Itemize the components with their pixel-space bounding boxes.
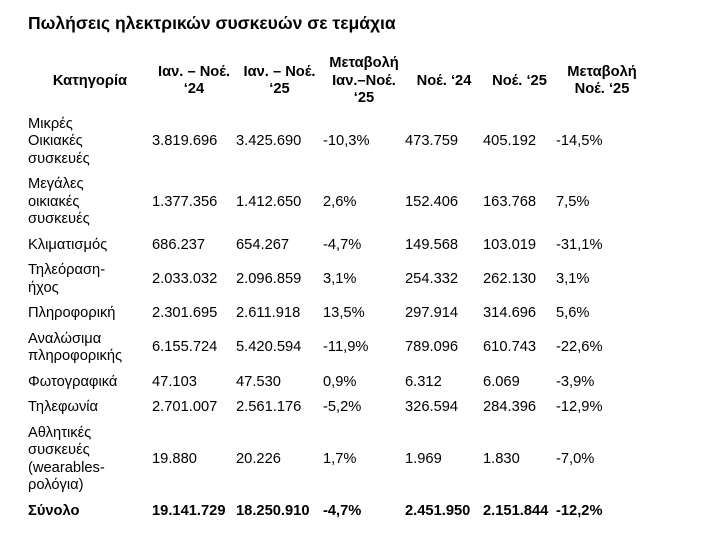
category-cell: Αναλώσιμα πληροφορικής xyxy=(28,330,123,365)
table-row-small-domestic: Μικρές Οικιακές συσκευές 3.819.696 3.425… xyxy=(28,112,648,173)
page-title: Πωλήσεις ηλεκτρικών συσκευών σε τεμάχια xyxy=(28,13,396,33)
category-cell: Μεγάλες οικιακές συσκευές xyxy=(28,176,90,227)
value-cell: 7,5% xyxy=(556,193,590,210)
value-cell: 2.611.918 xyxy=(236,305,301,321)
value-cell: -11,9% xyxy=(323,339,369,356)
header-cell-jan-nov-24: Ιαν. – Νοέ. ‘24 xyxy=(158,63,230,98)
value-cell: 0,9% xyxy=(323,373,357,390)
category-cell: Τηλεφωνία xyxy=(28,399,99,415)
value-cell: 2.301.695 xyxy=(152,305,218,321)
value-cell: 284.396 xyxy=(483,399,537,415)
header-row: Κατηγορία Ιαν. – Νοέ. ‘24 Ιαν. – Νοέ. ‘2… xyxy=(28,51,648,112)
value-cell: 2.561.176 xyxy=(236,399,302,415)
value-cell: 262.130 xyxy=(483,270,537,287)
sales-table: Κατηγορία Ιαν. – Νοέ. ‘24 Ιαν. – Νοέ. ‘2… xyxy=(28,51,648,524)
category-cell: Μικρές Οικιακές συσκευές xyxy=(28,115,90,167)
total-value-cell: 18.250.910 xyxy=(236,502,310,519)
table-row-it: Πληροφορική 2.301.695 2.611.918 13,5% 29… xyxy=(28,301,648,327)
value-cell: 47.530 xyxy=(236,373,281,390)
value-cell: -7,0% xyxy=(556,450,595,467)
value-cell: -4,7% xyxy=(323,236,362,253)
value-cell: 5.420.594 xyxy=(236,339,302,356)
value-cell: 405.192 xyxy=(483,133,537,149)
value-cell: -14,5% xyxy=(556,133,603,149)
value-cell: 314.696 xyxy=(483,305,537,321)
value-cell: -3,9% xyxy=(556,373,595,390)
value-cell: 686.237 xyxy=(152,236,206,253)
value-cell: 163.768 xyxy=(483,193,537,210)
value-cell: 1.377.356 xyxy=(152,193,218,210)
header-cell-change-nov: Μεταβολή Νοέ. ‘25 xyxy=(567,63,637,98)
total-value-cell: 19.141.729 xyxy=(152,502,226,519)
value-cell: 1.412.650 xyxy=(236,193,302,210)
value-cell: 789.096 xyxy=(405,339,459,356)
header-cell-category: Κατηγορία xyxy=(52,72,128,89)
value-cell: -31,1% xyxy=(556,236,603,253)
value-cell: 2.701.007 xyxy=(152,399,218,415)
value-cell: 20.226 xyxy=(236,450,281,467)
value-cell: 19.880 xyxy=(152,450,197,467)
value-cell: 6.312 xyxy=(405,373,442,390)
total-value-cell: -12,2% xyxy=(556,502,603,519)
value-cell: 326.594 xyxy=(405,399,459,415)
table-row-sports-wearables: Αθλητικές συσκευές (wearables- ρολόγια) … xyxy=(28,421,648,499)
table-row-photography: Φωτογραφικά 47.103 47.530 0,9% 6.312 6.0… xyxy=(28,370,648,396)
table-row-telephony: Τηλεφωνία 2.701.007 2.561.176 -5,2% 326.… xyxy=(28,395,648,421)
header-cell-nov-25: Νοέ. ‘25 xyxy=(492,72,547,89)
value-cell: 103.019 xyxy=(483,236,537,253)
value-cell: -12,9% xyxy=(556,399,603,415)
value-cell: 3.425.690 xyxy=(236,133,302,149)
header-cell-change-jan-nov: Μεταβολή Ιαν.–Νοέ. ‘25 xyxy=(329,55,399,106)
total-value-cell: 2.451.950 xyxy=(405,502,471,519)
value-cell: 2,6% xyxy=(323,193,357,210)
category-cell: Κλιματισμός xyxy=(28,236,108,253)
total-row: Σύνολο 19.141.729 18.250.910 -4,7% 2.451… xyxy=(28,499,648,525)
value-cell: 149.568 xyxy=(405,236,459,253)
value-cell: 297.914 xyxy=(405,305,459,321)
value-cell: 2.033.032 xyxy=(152,270,218,287)
category-cell: Τηλεόραση- ήχος xyxy=(28,262,106,296)
value-cell: 610.743 xyxy=(483,339,537,356)
category-cell: Αθλητικές συσκευές (wearables- ρολόγια) xyxy=(28,424,105,494)
value-cell: 1.830 xyxy=(483,450,520,467)
total-value-cell: 2.151.844 xyxy=(483,502,549,519)
category-cell: Πληροφορική xyxy=(28,305,116,321)
value-cell: 3,1% xyxy=(556,270,590,287)
total-value-cell: -4,7% xyxy=(323,502,362,519)
table-row-large-domestic: Μεγάλες οικιακές συσκευές 1.377.356 1.41… xyxy=(28,172,648,233)
value-cell: -5,2% xyxy=(323,399,362,415)
category-cell: Φωτογραφικά xyxy=(28,373,118,390)
total-label-cell: Σύνολο xyxy=(28,502,80,519)
table-row-air-conditioning: Κλιματισμός 686.237 654.267 -4,7% 149.56… xyxy=(28,233,648,259)
value-cell: 2.096.859 xyxy=(236,270,302,287)
value-cell: 3.819.696 xyxy=(152,133,218,149)
value-cell: 5,6% xyxy=(556,305,590,321)
header-cell-nov-24: Νοέ. ‘24 xyxy=(416,72,472,89)
table-body: Μικρές Οικιακές συσκευές 3.819.696 3.425… xyxy=(28,112,648,525)
value-cell: 6.155.724 xyxy=(152,339,218,356)
value-cell: 3,1% xyxy=(323,270,357,287)
value-cell: 1.969 xyxy=(405,450,442,467)
table-row-it-consumables: Αναλώσιμα πληροφορικής 6.155.724 5.420.5… xyxy=(28,327,648,370)
value-cell: 47.103 xyxy=(152,373,197,390)
value-cell: -22,6% xyxy=(556,339,603,356)
value-cell: 6.069 xyxy=(483,373,520,390)
value-cell: 254.332 xyxy=(405,270,459,287)
value-cell: -10,3% xyxy=(323,133,370,149)
table-row-tv-audio: Τηλεόραση- ήχος 2.033.032 2.096.859 3,1%… xyxy=(28,258,648,301)
value-cell: 152.406 xyxy=(405,193,459,210)
value-cell: 1,7% xyxy=(323,450,357,467)
header-cell-jan-nov-25: Ιαν. – Νοέ. ‘25 xyxy=(243,63,316,98)
value-cell: 473.759 xyxy=(405,133,459,149)
value-cell: 654.267 xyxy=(236,236,290,253)
value-cell: 13,5% xyxy=(323,305,365,321)
document-page: Πωλήσεις ηλεκτρικών συσκευών σε τεμάχια … xyxy=(28,13,648,524)
